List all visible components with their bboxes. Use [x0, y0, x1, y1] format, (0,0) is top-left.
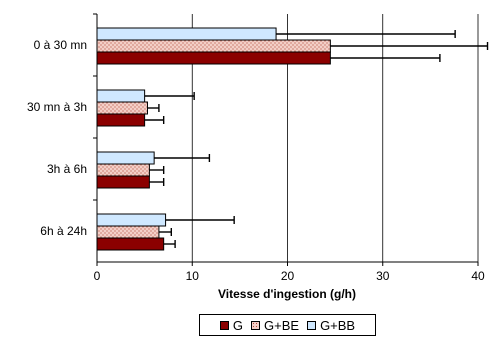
x-axis-title: Vitesse d'ingestion (g/h)	[218, 287, 356, 301]
legend: G G+BE G+BB	[199, 314, 376, 336]
legend-item-g-be: G+BE	[251, 318, 299, 333]
category-label-3: 6h à 24h	[40, 224, 87, 238]
x-tick-label-0: 0	[94, 269, 101, 283]
bar-g-0	[96, 51, 331, 65]
bar-g-be-2	[96, 163, 150, 177]
labels: 0 10 20 30 40 0 à 30 mn 30 mn à 3h 3h à 6h 6h à …	[27, 38, 485, 283]
bar-g-bb-3	[96, 213, 167, 227]
bar-g-be-1	[96, 101, 148, 115]
legend-swatch-g-be	[251, 320, 261, 330]
bar-g-bb-1	[96, 89, 146, 103]
category-label-1: 30 mn à 3h	[27, 100, 87, 114]
legend-swatch-g-bb	[307, 320, 317, 330]
bar-g-3	[96, 237, 165, 251]
legend-label-g: G	[232, 317, 244, 333]
bar-g-be-0	[96, 39, 331, 53]
bars	[96, 27, 489, 251]
legend-item-g-bb: G+BB	[307, 318, 355, 333]
category-label-0: 0 à 30 mn	[34, 38, 87, 52]
x-tick-label-10: 10	[186, 269, 200, 283]
bar-g-bb-0	[96, 27, 277, 41]
bar-g-1	[96, 113, 146, 127]
legend-item-g: G	[219, 317, 244, 333]
bar-g-2	[96, 175, 150, 189]
legend-label-g-bb: G+BB	[320, 317, 356, 333]
legend-swatch-g	[219, 320, 229, 330]
axes	[96, 14, 478, 263]
bar-g-be-3	[96, 225, 160, 239]
x-tick-label-30: 30	[376, 269, 390, 283]
category-label-2: 3h à 6h	[47, 162, 87, 176]
legend-label-g-be: G+BE	[264, 317, 300, 333]
x-tick-label-20: 20	[281, 269, 295, 283]
x-tick-label-40: 40	[471, 269, 485, 283]
bar-g-bb-2	[96, 151, 155, 165]
